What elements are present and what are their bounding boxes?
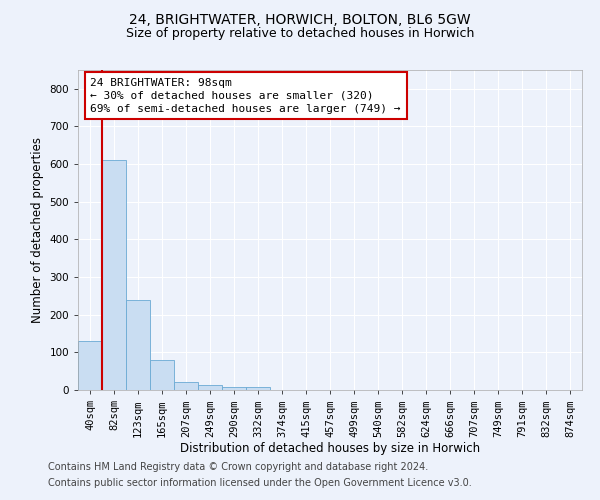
Bar xyxy=(102,160,126,390)
Bar xyxy=(126,300,150,390)
Y-axis label: Number of detached properties: Number of detached properties xyxy=(31,137,44,323)
Text: Contains HM Land Registry data © Crown copyright and database right 2024.: Contains HM Land Registry data © Crown c… xyxy=(48,462,428,472)
Bar xyxy=(222,387,246,390)
Text: 24 BRIGHTWATER: 98sqm
← 30% of detached houses are smaller (320)
69% of semi-det: 24 BRIGHTWATER: 98sqm ← 30% of detached … xyxy=(91,78,401,114)
Text: Size of property relative to detached houses in Horwich: Size of property relative to detached ho… xyxy=(126,28,474,40)
Bar xyxy=(78,341,102,390)
Bar xyxy=(150,360,174,390)
Bar xyxy=(198,386,222,390)
Bar xyxy=(246,387,270,390)
Text: 24, BRIGHTWATER, HORWICH, BOLTON, BL6 5GW: 24, BRIGHTWATER, HORWICH, BOLTON, BL6 5G… xyxy=(129,12,471,26)
Bar xyxy=(174,382,198,390)
X-axis label: Distribution of detached houses by size in Horwich: Distribution of detached houses by size … xyxy=(180,442,480,455)
Text: Contains public sector information licensed under the Open Government Licence v3: Contains public sector information licen… xyxy=(48,478,472,488)
